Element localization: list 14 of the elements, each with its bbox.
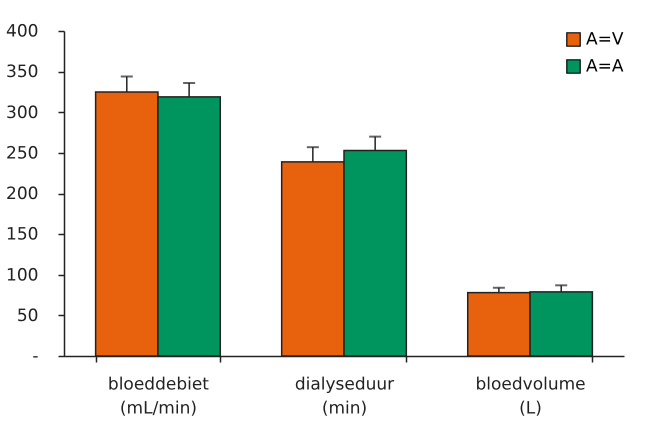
y-tick-label: 250 [6,143,38,164]
x-tick-label: bloeddebiet (mL/min) [108,374,210,418]
legend-label: A=V [586,30,624,50]
x-tick-label: dialyseduur (min) [294,374,394,418]
y-tick-label: 150 [6,224,38,245]
legend-label: A=A [586,56,624,76]
y-tick-label: 200 [6,184,38,204]
y-tick-label: 350 [6,62,38,82]
y-tick-label: 300 [6,102,38,123]
y-tick-label: 100 [6,265,38,286]
y-tick-label: 400 [6,22,38,42]
y-tick-label: - [32,346,38,366]
y-tick-label: 50 [16,306,38,326]
x-tick-label: bloedvolume (L) [475,374,586,418]
